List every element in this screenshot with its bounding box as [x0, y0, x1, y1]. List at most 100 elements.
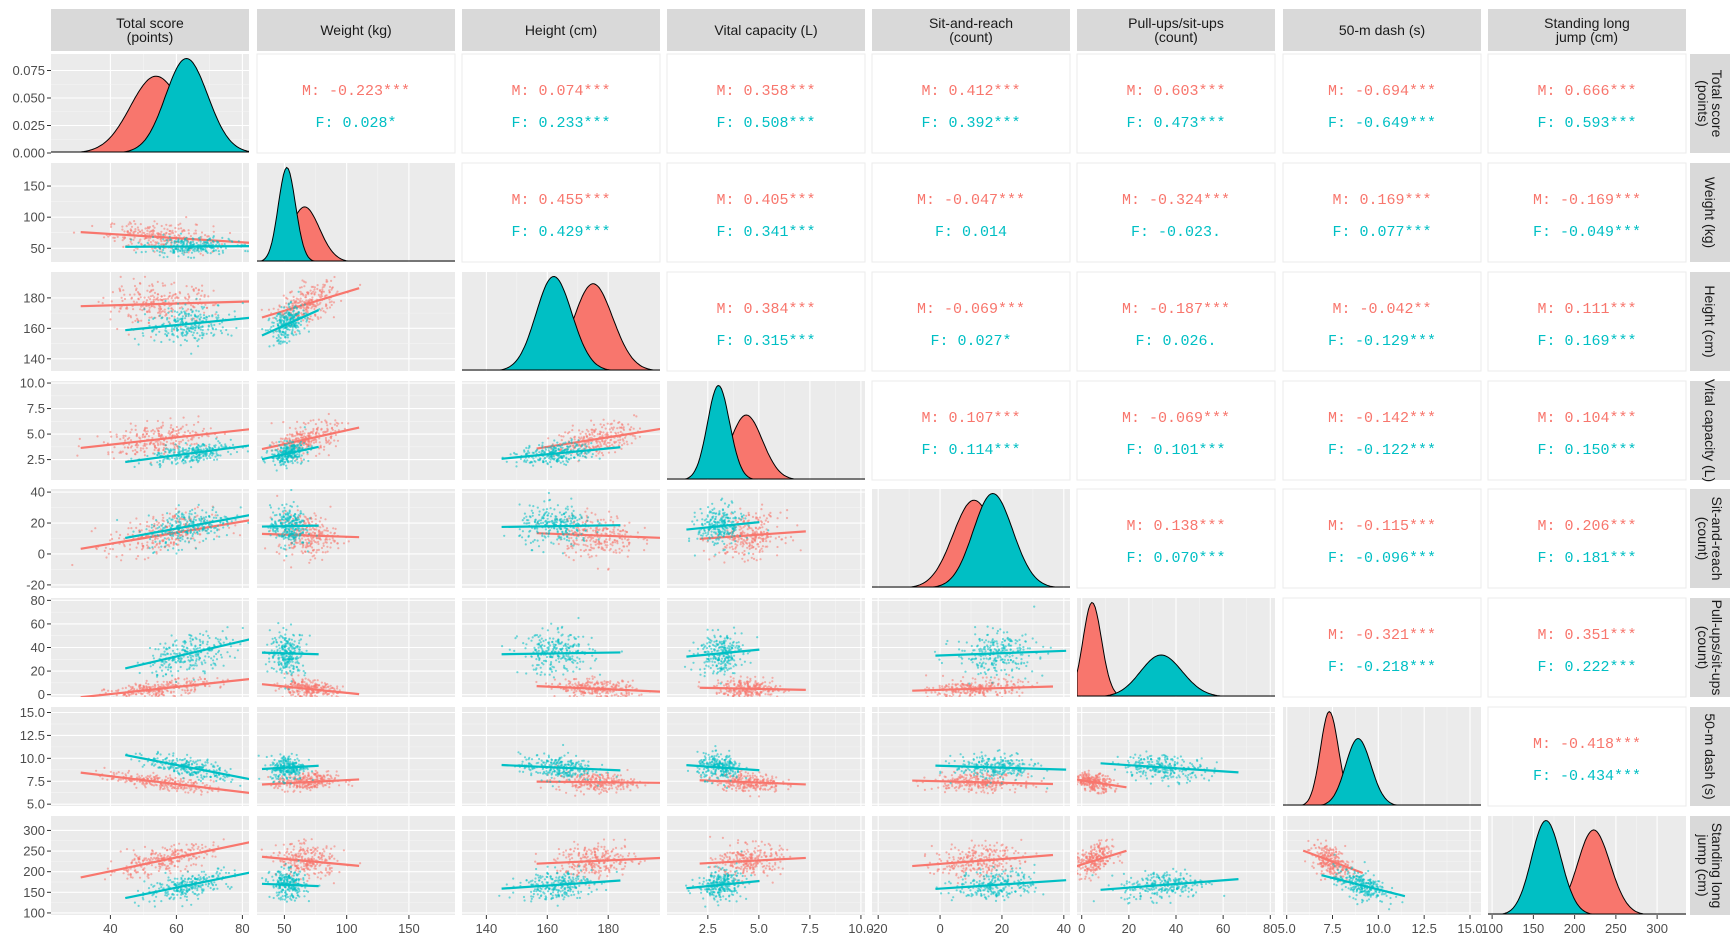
density-curve-F	[667, 384, 865, 480]
regression-line-M	[536, 856, 660, 865]
correlation-panel-bg	[461, 162, 661, 263]
column-label-long_jump: jump (cm)	[1555, 29, 1618, 45]
correlation-panel-bg	[871, 53, 1071, 154]
column-label-dash_50m: 50-m dash (s)	[1339, 22, 1425, 38]
row-label-long_jump: jump (cm)	[1695, 833, 1711, 896]
y-axis-vital_capacity: 2.5 5.0 7.5 10.0	[20, 376, 51, 467]
regression-line-F	[501, 524, 621, 529]
x-tick-label: 60	[1216, 921, 1230, 936]
y-tick-label: 0.000	[12, 146, 45, 161]
panel-weight-vs-sit_and_reach: M: -0.047*** F: 0.014	[871, 162, 1071, 263]
panel-dash_50m-vs-weight	[257, 707, 455, 806]
regression-line-F	[125, 871, 249, 900]
row-label-height: Height (cm)	[1702, 285, 1718, 357]
correlation-female: F: -0.434***	[1533, 768, 1641, 785]
correlation-male: M: -0.418***	[1533, 736, 1641, 753]
row-strip-dash_50m: 50-m dash (s)	[1690, 707, 1730, 806]
correlation-female: F: 0.508***	[716, 115, 815, 132]
regression-line-M	[536, 532, 660, 539]
panel-total_score-vs-total_score	[51, 54, 249, 154]
regression-line-F	[261, 309, 320, 337]
regression-line-F	[1321, 874, 1406, 898]
x-tick-label: 5.0	[1278, 921, 1296, 936]
correlation-panel-bg	[1487, 706, 1687, 807]
x-tick-label: 80	[1263, 921, 1277, 936]
row-label-total_score: (points)	[1695, 80, 1711, 127]
row-strip-weight: Weight (kg)	[1690, 163, 1730, 262]
correlation-female: F: 0.027*	[930, 333, 1011, 350]
panel-total_score-vs-weight: M: -0.223*** F: 0.028*	[256, 53, 456, 154]
column-strip-bg	[257, 9, 455, 51]
panel-dash_50m-vs-height	[462, 707, 660, 806]
row-label-total_score: Total score	[1709, 70, 1725, 138]
panel-vital_capacity-vs-long_jump: M: 0.104*** F: 0.150***	[1487, 380, 1687, 481]
regression-line-F	[501, 446, 621, 460]
x-axis-sit_and_reach: -20 0 20 40	[869, 915, 1071, 936]
column-strip-bg	[51, 9, 249, 51]
row-strip-vital_capacity: Vital capacity (L)	[1690, 379, 1730, 482]
correlation-male: M: 0.405***	[716, 192, 815, 209]
correlation-panel-bg	[1282, 53, 1482, 154]
column-strip-bg	[667, 9, 865, 51]
correlation-male: M: 0.358***	[716, 83, 815, 100]
x-axis-total_score: 40 60 80	[103, 915, 250, 936]
correlation-female: F: -0.218***	[1328, 659, 1436, 676]
scatter-points-F	[933, 605, 1052, 685]
x-axis-pullups_situps: 0 20 40 60 80	[1078, 915, 1278, 936]
x-tick-label: 140	[476, 921, 498, 936]
x-axis-vital_capacity: 2.5 5.0 7.5 10.0	[699, 915, 874, 936]
panel-long_jump-vs-pullups_situps	[1077, 816, 1275, 915]
scatter-points-F	[136, 626, 244, 684]
correlation-male: M: -0.169***	[1533, 192, 1641, 209]
correlation-male: M: -0.223***	[302, 83, 410, 100]
correlation-male: M: 0.412***	[921, 83, 1020, 100]
y-tick-label: 20	[31, 516, 45, 531]
correlation-female: F: -0.023.	[1131, 224, 1221, 241]
x-tick-label: 40	[1057, 921, 1071, 936]
y-tick-label: 0.025	[12, 118, 45, 133]
column-label-long_jump: Standing long	[1544, 15, 1630, 31]
regression-line-M	[80, 230, 249, 244]
x-tick-label: 7.5	[801, 921, 819, 936]
correlation-male: M: 0.206***	[1537, 518, 1636, 535]
y-tick-label: 0	[38, 546, 45, 561]
regression-line-F	[125, 514, 249, 540]
correlation-male: M: -0.142***	[1328, 410, 1436, 427]
panel-pullups_situps-vs-total_score	[51, 598, 249, 697]
correlation-panel-bg	[871, 271, 1071, 372]
panel-pullups_situps-vs-dash_50m: M: -0.321*** F: -0.218***	[1282, 597, 1482, 698]
row-strip-bg	[1690, 163, 1730, 262]
scatter-points-F	[1329, 853, 1404, 911]
regression-line-M	[80, 841, 249, 879]
y-tick-label: 200	[23, 864, 45, 879]
correlation-female: F: 0.473***	[1126, 115, 1225, 132]
x-tick-label: 0	[936, 921, 943, 936]
panel-total_score-vs-pullups_situps: M: 0.603*** F: 0.473***	[1076, 53, 1276, 154]
panel-dash_50m-vs-vital_capacity	[667, 707, 865, 806]
y-tick-label: 5.0	[27, 797, 45, 812]
column-label-pullups_situps: Pull-ups/sit-ups	[1128, 15, 1224, 31]
panel-sit_and_reach-vs-height	[462, 489, 660, 588]
x-tick-label: 50	[277, 921, 291, 936]
panel-height-vs-vital_capacity: M: 0.384*** F: 0.315***	[666, 271, 866, 372]
correlation-male: M: -0.115***	[1328, 518, 1436, 535]
panel-dash_50m-vs-long_jump: M: -0.418*** F: -0.434***	[1487, 706, 1687, 807]
regression-line-F	[261, 524, 319, 528]
panel-weight-vs-long_jump: M: -0.169*** F: -0.049***	[1487, 162, 1687, 263]
y-tick-label: 160	[23, 321, 45, 336]
y-tick-label: -20	[26, 577, 45, 592]
x-tick-label: 250	[1605, 921, 1627, 936]
scatter-points-M	[76, 415, 226, 464]
correlation-panel-bg	[1076, 380, 1276, 481]
regression-line-M	[1302, 849, 1364, 875]
panel-sit_and_reach-vs-long_jump: M: 0.206*** F: 0.181***	[1487, 488, 1687, 589]
regression-line-M	[1077, 778, 1127, 789]
correlation-male: M: 0.138***	[1126, 518, 1225, 535]
panel-pullups_situps-vs-long_jump: M: 0.351*** F: 0.222***	[1487, 597, 1687, 698]
row-label-sit_and_reach: Sit-and-reach	[1709, 496, 1725, 580]
y-tick-label: 150	[23, 885, 45, 900]
scatter-points-F	[513, 743, 618, 788]
y-tick-label: 7.5	[27, 401, 45, 416]
row-strip-sit_and_reach: Sit-and-reach(count)	[1690, 489, 1730, 588]
y-tick-label: 10.0	[20, 376, 45, 391]
